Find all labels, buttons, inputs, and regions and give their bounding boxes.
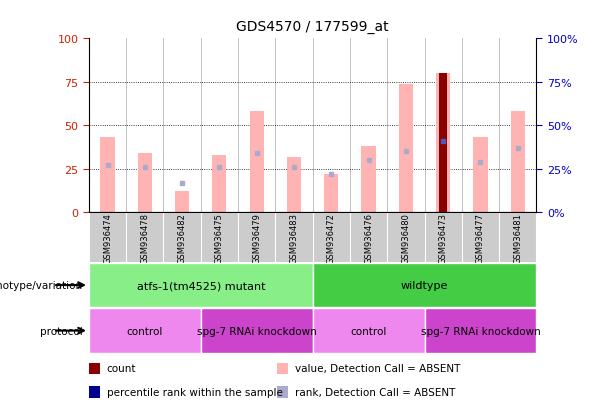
Bar [89, 363, 100, 375]
Bar [473, 138, 487, 213]
Title: GDS4570 / 177599_at: GDS4570 / 177599_at [237, 20, 389, 34]
Text: control: control [351, 326, 387, 336]
Bar [175, 192, 189, 213]
Bar [324, 175, 338, 213]
Bar [313, 263, 536, 308]
Bar [89, 386, 100, 398]
Bar [440, 74, 447, 213]
Text: GSM936474: GSM936474 [103, 213, 112, 263]
Text: value, Detection Call = ABSENT: value, Detection Call = ABSENT [295, 363, 460, 374]
Text: spg-7 RNAi knockdown: spg-7 RNAi knockdown [197, 326, 316, 336]
Bar [212, 155, 226, 213]
Text: GSM936478: GSM936478 [140, 212, 150, 263]
Text: percentile rank within the sample: percentile rank within the sample [107, 387, 283, 397]
Text: atfs-1(tm4525) mutant: atfs-1(tm4525) mutant [137, 280, 265, 290]
Bar [511, 112, 525, 213]
Bar [287, 157, 301, 213]
Text: GSM936481: GSM936481 [513, 213, 522, 263]
Text: GSM936475: GSM936475 [215, 213, 224, 263]
Bar [277, 386, 288, 398]
Text: count: count [107, 363, 136, 374]
Text: protocol: protocol [40, 326, 83, 336]
Bar [362, 147, 376, 213]
Text: GSM936483: GSM936483 [289, 212, 299, 263]
Text: control: control [127, 326, 163, 336]
Bar [277, 363, 288, 375]
Bar [424, 309, 536, 353]
Text: GSM936472: GSM936472 [327, 213, 336, 263]
Bar [313, 309, 424, 353]
Text: genotype/variation: genotype/variation [0, 280, 83, 290]
Text: GSM936473: GSM936473 [439, 212, 447, 263]
Text: GSM936476: GSM936476 [364, 212, 373, 263]
Bar [436, 74, 450, 213]
Bar [89, 309, 201, 353]
Text: spg-7 RNAi knockdown: spg-7 RNAi knockdown [421, 326, 540, 336]
Bar [101, 138, 115, 213]
Bar [249, 112, 264, 213]
Bar [89, 263, 313, 308]
Bar [138, 154, 152, 213]
Text: wildtype: wildtype [401, 280, 448, 290]
Text: GSM936479: GSM936479 [252, 213, 261, 263]
Text: GSM936477: GSM936477 [476, 212, 485, 263]
Bar [201, 309, 313, 353]
Text: rank, Detection Call = ABSENT: rank, Detection Call = ABSENT [295, 387, 455, 397]
Bar [399, 84, 413, 213]
Text: GSM936480: GSM936480 [402, 213, 410, 263]
Text: GSM936482: GSM936482 [178, 213, 186, 263]
